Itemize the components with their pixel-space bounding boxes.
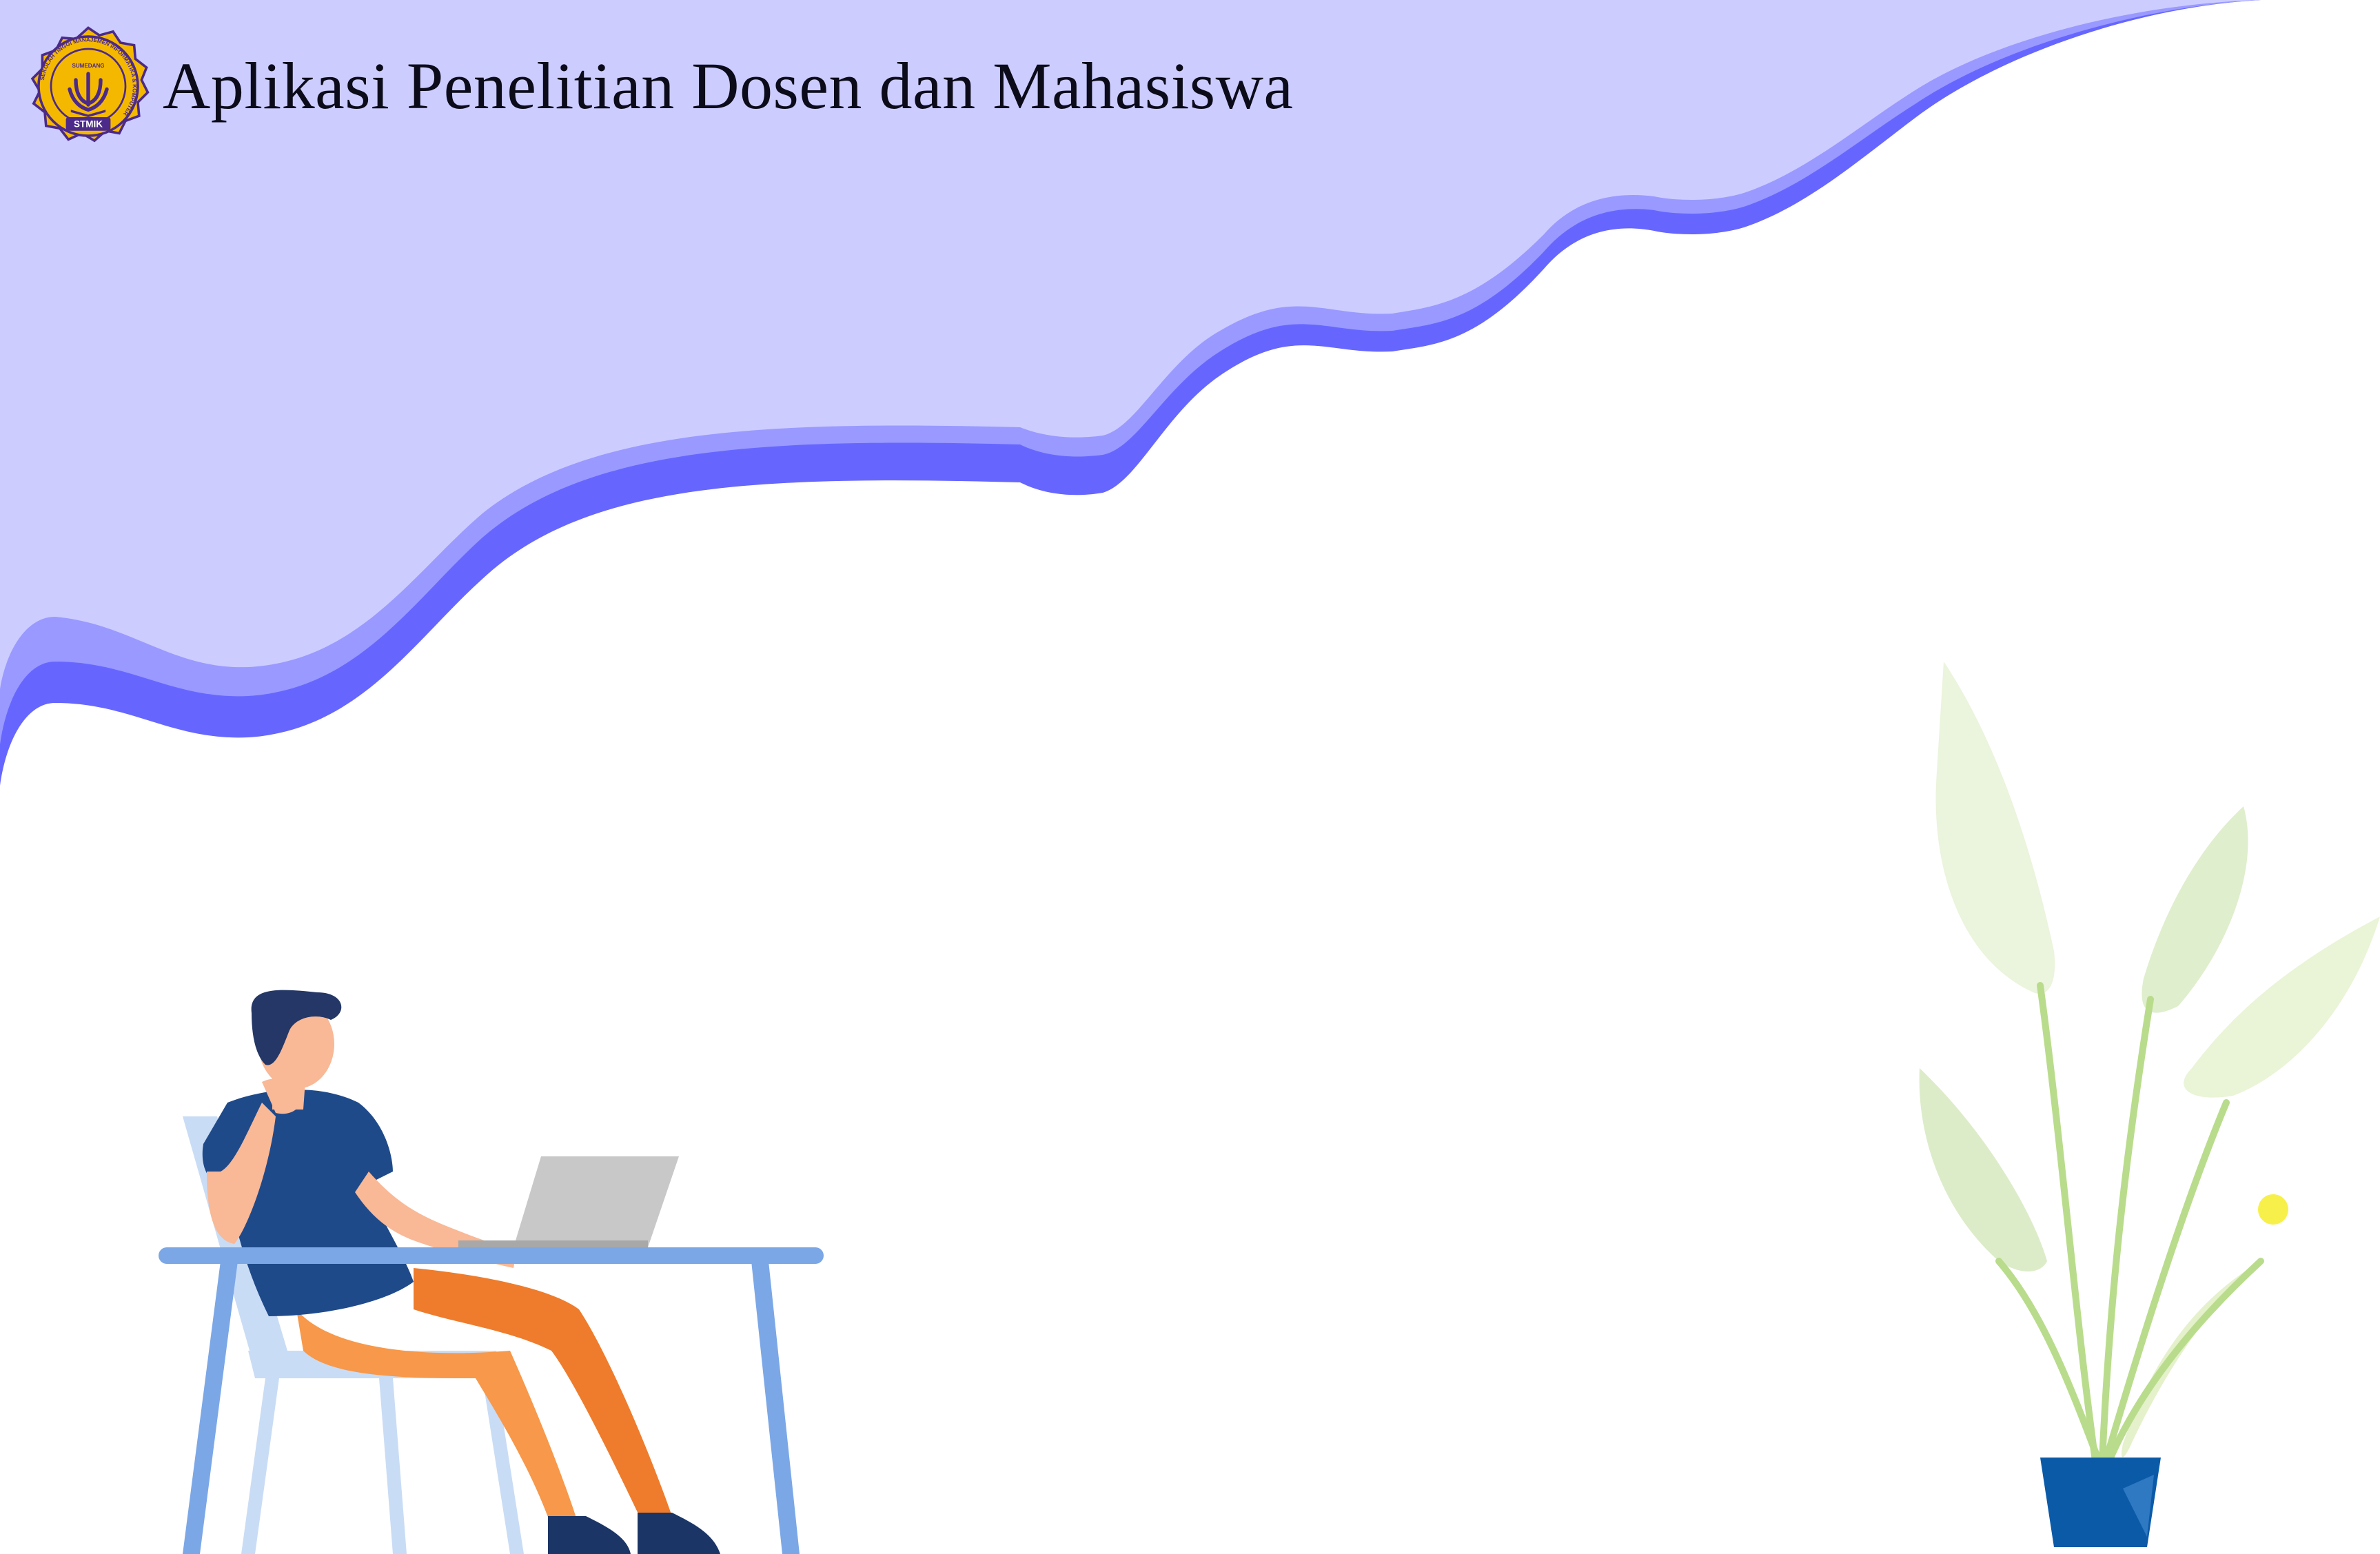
desk-scene — [159, 990, 824, 1554]
logo-trident — [68, 72, 109, 112]
logo-city-text: SUMEDANG — [72, 63, 104, 69]
plant-stem — [2106, 1258, 2264, 1464]
plant-stem — [2037, 982, 2099, 1464]
plant-leaf — [1919, 1068, 2047, 1271]
desk-leg — [751, 1261, 800, 1554]
plant-pot-shine — [2123, 1475, 2154, 1537]
logo-label-banner — [65, 117, 111, 131]
person-pants — [296, 1309, 579, 1526]
plant-stem — [1995, 1258, 2102, 1464]
desk-top — [159, 1247, 824, 1264]
plant-pot — [2040, 1458, 2161, 1547]
logo-label: STMIK — [74, 119, 103, 129]
plant-bud — [2258, 1194, 2288, 1225]
header-wave — [0, 0, 2261, 786]
desk-leg — [183, 1261, 238, 1554]
chair-leg — [482, 1378, 524, 1554]
person-arm-chin — [207, 1103, 276, 1244]
plant-illustration — [1919, 662, 2380, 1547]
plant-leaf — [1935, 662, 2055, 994]
stmik-emblem-icon: SEKOLAH TINGGI MANAJEMEN INFORMATIKA & K… — [30, 26, 150, 143]
chair-leg — [379, 1378, 407, 1554]
laptop-screen — [513, 1156, 679, 1247]
plant-stem — [2102, 1099, 2230, 1464]
page-title: Aplikasi Penelitian Dosen dan Mahasiswa — [163, 49, 1294, 123]
person-shoe — [548, 1516, 631, 1554]
chair-leg — [241, 1378, 279, 1554]
plant-leaf — [2142, 806, 2248, 1013]
person-hair — [251, 990, 342, 1065]
plant-stem — [2099, 996, 2154, 1464]
person-pants-back — [414, 1268, 672, 1520]
header: SEKOLAH TINGGI MANAJEMEN INFORMATIKA & K… — [26, 21, 1294, 152]
person-hand — [262, 1078, 303, 1114]
wave-light-layer — [0, 0, 2261, 689]
plant-leaf — [2122, 1261, 2261, 1458]
logo-book — [70, 110, 106, 117]
plant-leaf — [2184, 917, 2380, 1098]
person-shoe — [638, 1513, 720, 1554]
